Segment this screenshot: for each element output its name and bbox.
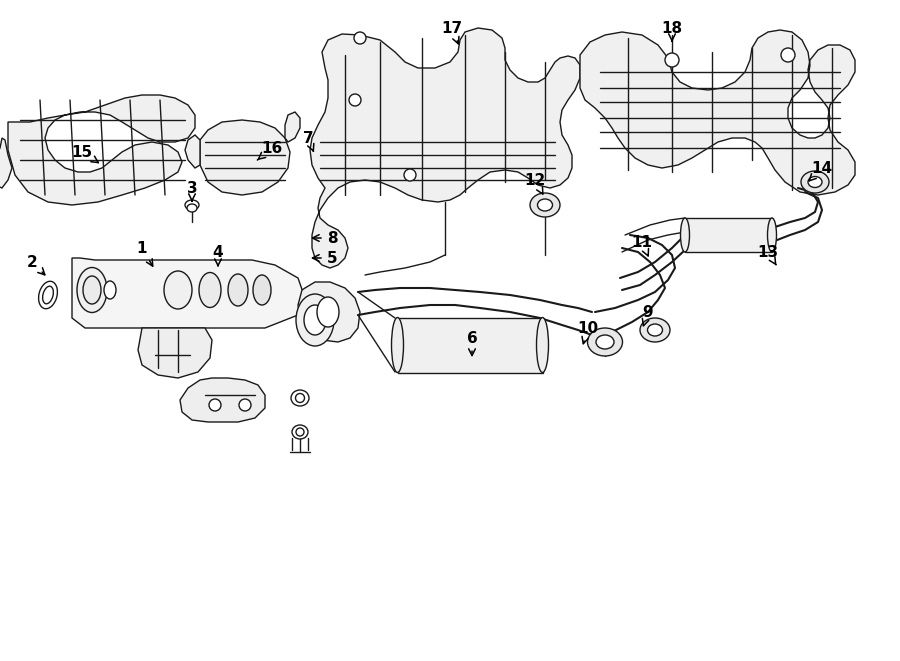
Ellipse shape — [187, 204, 197, 212]
Ellipse shape — [781, 48, 795, 62]
Ellipse shape — [185, 200, 199, 210]
Ellipse shape — [42, 286, 53, 304]
Polygon shape — [298, 282, 360, 342]
Text: 16: 16 — [257, 141, 283, 160]
Ellipse shape — [588, 328, 623, 356]
Ellipse shape — [209, 399, 221, 411]
Polygon shape — [200, 120, 290, 195]
Ellipse shape — [199, 272, 221, 307]
Text: 10: 10 — [578, 321, 599, 344]
Text: 11: 11 — [632, 235, 652, 256]
Ellipse shape — [349, 94, 361, 106]
Ellipse shape — [304, 305, 326, 335]
Ellipse shape — [77, 268, 107, 313]
Text: 3: 3 — [186, 180, 197, 201]
Polygon shape — [0, 138, 12, 188]
Ellipse shape — [647, 324, 662, 336]
Polygon shape — [138, 328, 212, 378]
Text: 1: 1 — [137, 241, 153, 266]
Polygon shape — [185, 135, 200, 168]
Ellipse shape — [239, 399, 251, 411]
Text: 8: 8 — [312, 231, 338, 245]
Text: 13: 13 — [758, 245, 778, 265]
Polygon shape — [398, 317, 543, 373]
Ellipse shape — [680, 218, 689, 252]
Text: 9: 9 — [643, 305, 653, 326]
Ellipse shape — [228, 274, 248, 306]
Ellipse shape — [83, 276, 101, 304]
Ellipse shape — [768, 218, 777, 252]
Text: 15: 15 — [71, 145, 98, 163]
Text: 7: 7 — [302, 130, 314, 151]
Ellipse shape — [530, 193, 560, 217]
Polygon shape — [180, 378, 265, 422]
Ellipse shape — [392, 317, 403, 373]
Ellipse shape — [354, 32, 366, 44]
Text: 5: 5 — [312, 251, 338, 266]
Ellipse shape — [801, 171, 829, 193]
Ellipse shape — [292, 425, 308, 439]
Ellipse shape — [164, 271, 192, 309]
Text: 4: 4 — [212, 245, 223, 266]
Polygon shape — [285, 112, 300, 142]
Ellipse shape — [640, 318, 670, 342]
Ellipse shape — [104, 281, 116, 299]
Text: 18: 18 — [662, 20, 682, 41]
Polygon shape — [8, 95, 195, 205]
Text: 14: 14 — [809, 161, 832, 181]
Polygon shape — [310, 28, 580, 268]
Ellipse shape — [39, 282, 58, 309]
Polygon shape — [685, 218, 772, 252]
Polygon shape — [72, 258, 305, 328]
Ellipse shape — [808, 176, 822, 188]
Text: 2: 2 — [27, 254, 45, 275]
Polygon shape — [580, 30, 855, 195]
Text: 6: 6 — [466, 330, 477, 356]
Ellipse shape — [253, 275, 271, 305]
Ellipse shape — [404, 169, 416, 181]
Text: 12: 12 — [525, 173, 545, 194]
Ellipse shape — [596, 335, 614, 349]
Ellipse shape — [536, 317, 548, 373]
Ellipse shape — [537, 199, 553, 211]
Ellipse shape — [665, 53, 679, 67]
Text: 17: 17 — [441, 20, 463, 44]
Ellipse shape — [291, 390, 309, 406]
Ellipse shape — [317, 297, 339, 327]
Ellipse shape — [296, 294, 334, 346]
